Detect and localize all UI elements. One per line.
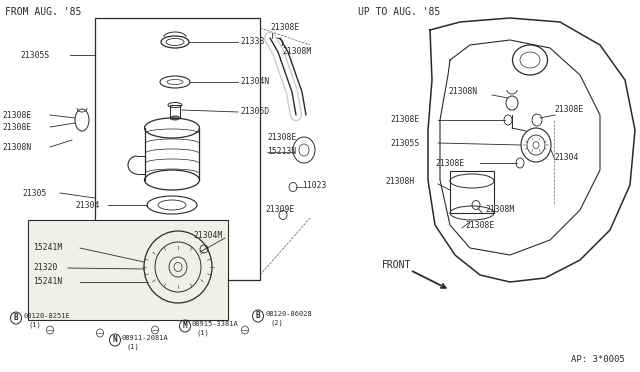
Text: 21308E: 21308E — [2, 122, 31, 131]
Text: 21308N: 21308N — [448, 87, 477, 96]
Text: M: M — [182, 321, 188, 330]
Text: 08120-8251E: 08120-8251E — [23, 313, 70, 319]
Text: AP: 3*0005: AP: 3*0005 — [572, 356, 625, 365]
Text: 21304: 21304 — [554, 154, 579, 163]
Text: 08915-3381A: 08915-3381A — [192, 321, 239, 327]
Text: 21320: 21320 — [33, 263, 58, 273]
Text: 08120-86028: 08120-86028 — [265, 311, 312, 317]
Text: B: B — [256, 311, 260, 321]
Text: 21308M: 21308M — [282, 48, 311, 57]
Text: 21308E: 21308E — [270, 23, 300, 32]
Text: 21309E: 21309E — [265, 205, 294, 215]
Text: 21308M: 21308M — [485, 205, 515, 215]
Bar — [28, 220, 228, 320]
Text: 11023: 11023 — [302, 180, 326, 189]
Text: 21308E: 21308E — [390, 115, 419, 125]
Text: (1): (1) — [197, 330, 210, 336]
Bar — [450, 171, 494, 213]
Bar — [170, 105, 180, 118]
Text: 21305S: 21305S — [390, 138, 419, 148]
Text: (1): (1) — [127, 344, 140, 350]
Text: 21308N: 21308N — [2, 142, 31, 151]
Text: 21308E: 21308E — [465, 221, 494, 230]
Text: B: B — [13, 314, 19, 323]
Text: 21304N: 21304N — [240, 77, 269, 87]
Text: 21305S: 21305S — [20, 51, 49, 60]
Text: FROM AUG. '85: FROM AUG. '85 — [5, 7, 81, 17]
Text: 15213N: 15213N — [267, 148, 296, 157]
Text: 21308E: 21308E — [554, 106, 583, 115]
Bar — [95, 18, 260, 280]
Text: 08911-2081A: 08911-2081A — [122, 335, 169, 341]
Text: 21308E: 21308E — [2, 110, 31, 119]
Text: 21305D: 21305D — [240, 108, 269, 116]
Text: UP TO AUG. '85: UP TO AUG. '85 — [358, 7, 440, 17]
Text: FRONT: FRONT — [382, 260, 412, 270]
Text: 15241M: 15241M — [33, 244, 62, 253]
Text: 21338: 21338 — [240, 38, 264, 46]
Text: 21304M: 21304M — [193, 231, 222, 240]
Text: 21308E: 21308E — [267, 134, 296, 142]
Text: 21308H: 21308H — [385, 177, 414, 186]
Text: (1): (1) — [28, 322, 41, 328]
Text: 21304: 21304 — [75, 201, 99, 209]
Text: 21308E: 21308E — [435, 158, 464, 167]
Text: (2): (2) — [270, 320, 283, 326]
Text: N: N — [113, 336, 117, 344]
Text: 15241N: 15241N — [33, 278, 62, 286]
Text: 21305: 21305 — [22, 189, 46, 198]
